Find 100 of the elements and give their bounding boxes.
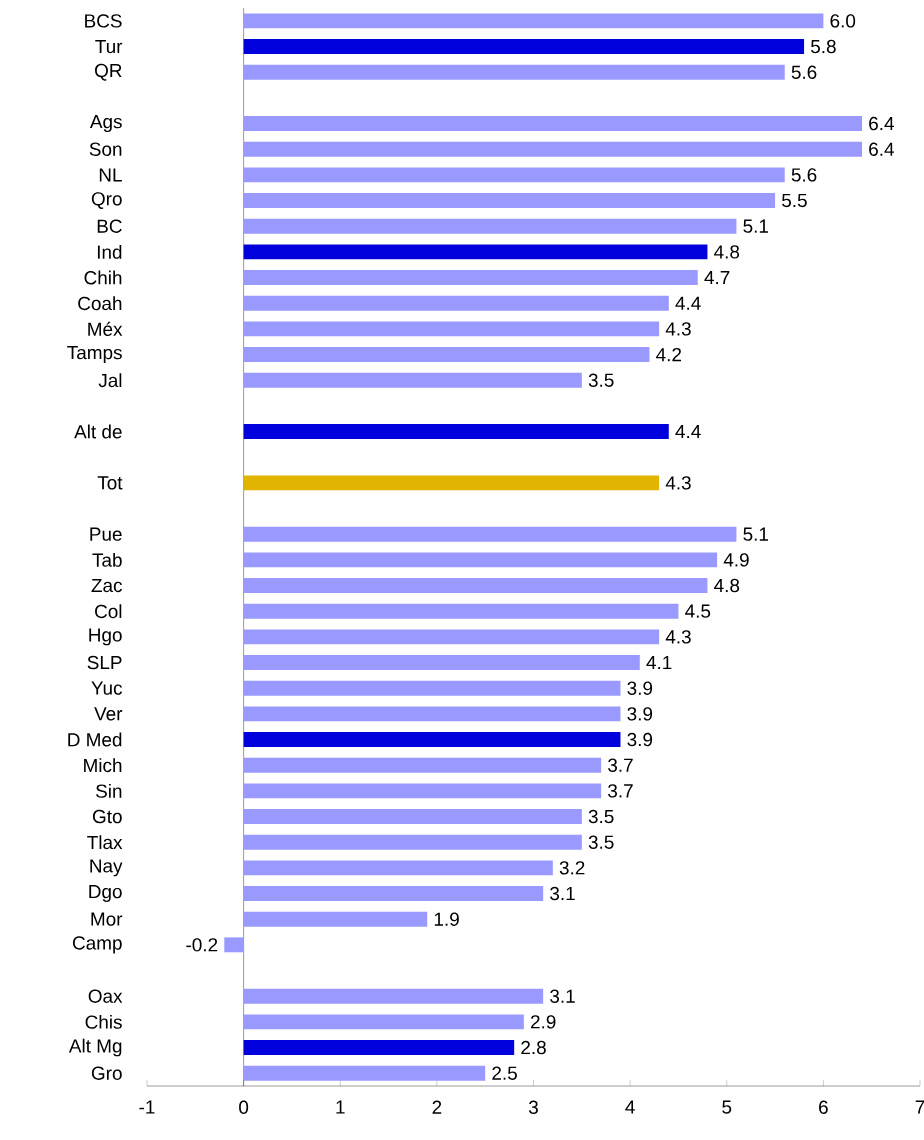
bar bbox=[243, 988, 544, 1004]
y-tick-label: Mich bbox=[84, 758, 122, 773]
data-label: 3.1 bbox=[550, 989, 575, 1003]
y-tick-label: Tamps bbox=[67, 346, 122, 364]
bar bbox=[243, 526, 737, 542]
bar bbox=[243, 732, 621, 747]
x-tick-label: 7 bbox=[915, 1100, 924, 1114]
bar bbox=[243, 475, 660, 491]
data-label: 2.5 bbox=[492, 1066, 517, 1080]
data-label: 3.5 bbox=[588, 809, 614, 824]
data-label: 4.5 bbox=[685, 604, 711, 618]
y-tick-label: Ver bbox=[94, 707, 123, 721]
y-tick-label: Col bbox=[95, 604, 122, 619]
bar bbox=[243, 424, 669, 439]
data-label: 4.7 bbox=[704, 271, 730, 285]
data-label: 5.6 bbox=[791, 65, 817, 79]
data-label: 4.2 bbox=[656, 347, 682, 362]
data-label: 4.4 bbox=[675, 296, 701, 310]
bar bbox=[243, 116, 863, 131]
y-tick-label: Gro bbox=[91, 1066, 122, 1080]
data-label: 6.4 bbox=[869, 142, 894, 156]
data-label: 4.8 bbox=[714, 578, 740, 593]
data-label: 4.3 bbox=[665, 322, 691, 336]
x-tick-label: 2 bbox=[432, 1100, 442, 1114]
bar bbox=[243, 64, 785, 80]
bar bbox=[243, 834, 582, 850]
y-tick-label: Gto bbox=[92, 809, 122, 824]
bar bbox=[243, 886, 544, 901]
y-tick-label: Hgo bbox=[89, 628, 122, 646]
y-tick-label: Mor bbox=[91, 912, 123, 926]
bar bbox=[243, 167, 785, 183]
bar bbox=[243, 1040, 515, 1055]
y-tick-label: BC bbox=[97, 219, 122, 233]
y-tick-label: Yuc bbox=[91, 681, 123, 695]
bar bbox=[243, 578, 708, 593]
data-label: 3.7 bbox=[608, 758, 633, 772]
bar bbox=[243, 552, 718, 568]
data-label: -0.2 bbox=[186, 938, 218, 952]
bar bbox=[243, 270, 698, 285]
bar bbox=[243, 911, 428, 927]
bar bbox=[243, 218, 737, 234]
y-tick-label: QR bbox=[95, 63, 122, 81]
bar bbox=[243, 1014, 524, 1030]
y-tick-label: Méx bbox=[88, 321, 123, 336]
bar bbox=[243, 244, 708, 260]
bar bbox=[243, 655, 640, 670]
bar bbox=[243, 295, 669, 311]
y-tick-label: Tab bbox=[92, 552, 122, 567]
y-tick-label: BCS bbox=[85, 14, 122, 28]
y-tick-label: Camp bbox=[72, 936, 122, 954]
y-tick-label: Alt Mg bbox=[68, 1038, 122, 1057]
bar bbox=[243, 347, 650, 362]
bar bbox=[243, 757, 602, 773]
bar bbox=[243, 603, 679, 619]
x-tick-label: 5 bbox=[722, 1100, 732, 1114]
x-tick-label: 4 bbox=[625, 1100, 635, 1114]
y-tick-label: Dgo bbox=[89, 885, 122, 902]
data-label: 4.9 bbox=[723, 553, 749, 567]
data-label: 5.5 bbox=[782, 193, 807, 208]
x-tick-label: -1 bbox=[139, 1100, 155, 1114]
y-tick-label: NL bbox=[99, 168, 122, 182]
data-label: 4.3 bbox=[665, 630, 691, 644]
y-tick-label: Tlax bbox=[87, 835, 123, 850]
y-tick-label: Chih bbox=[84, 270, 122, 285]
data-label: 6.0 bbox=[830, 14, 856, 28]
bar bbox=[243, 141, 863, 157]
x-tick-label: 0 bbox=[239, 1100, 249, 1114]
data-label: 3.1 bbox=[550, 886, 575, 901]
bar bbox=[243, 193, 776, 208]
bar bbox=[243, 1065, 486, 1081]
x-tick-label: 3 bbox=[528, 1100, 538, 1114]
y-tick-label: Ind bbox=[97, 244, 122, 259]
x-tick-label: 1 bbox=[336, 1100, 345, 1114]
data-label: 2.8 bbox=[521, 1040, 546, 1055]
y-tick-label: Pue bbox=[90, 527, 122, 541]
y-tick-label: Coah bbox=[78, 296, 122, 311]
y-tick-label: Alt de bbox=[74, 424, 122, 439]
bar bbox=[243, 860, 553, 876]
data-label: 2.9 bbox=[530, 1015, 556, 1029]
data-label: 4.1 bbox=[646, 656, 672, 670]
data-label: 3.5 bbox=[588, 373, 614, 387]
data-label: 3.2 bbox=[559, 861, 585, 875]
data-label: 1.9 bbox=[434, 912, 459, 926]
y-tick-label: Jal bbox=[98, 373, 122, 388]
y-tick-label: Nay bbox=[90, 859, 123, 877]
y-tick-label: Sin bbox=[96, 783, 122, 798]
bar bbox=[243, 321, 660, 337]
y-tick-label: Zac bbox=[91, 578, 123, 593]
data-label: 3.9 bbox=[627, 681, 653, 695]
data-label: 4.8 bbox=[714, 245, 740, 259]
y-tick-label: Tur bbox=[95, 39, 123, 54]
bar bbox=[243, 809, 582, 824]
bar bbox=[243, 39, 805, 54]
data-label: 4.4 bbox=[675, 425, 701, 439]
bar bbox=[243, 783, 602, 799]
data-label: 5.1 bbox=[743, 527, 768, 541]
y-tick-label: Tot bbox=[97, 476, 123, 490]
data-label: 5.1 bbox=[743, 219, 768, 233]
y-tick-label: Qro bbox=[91, 192, 122, 209]
data-label: 5.6 bbox=[791, 168, 817, 182]
